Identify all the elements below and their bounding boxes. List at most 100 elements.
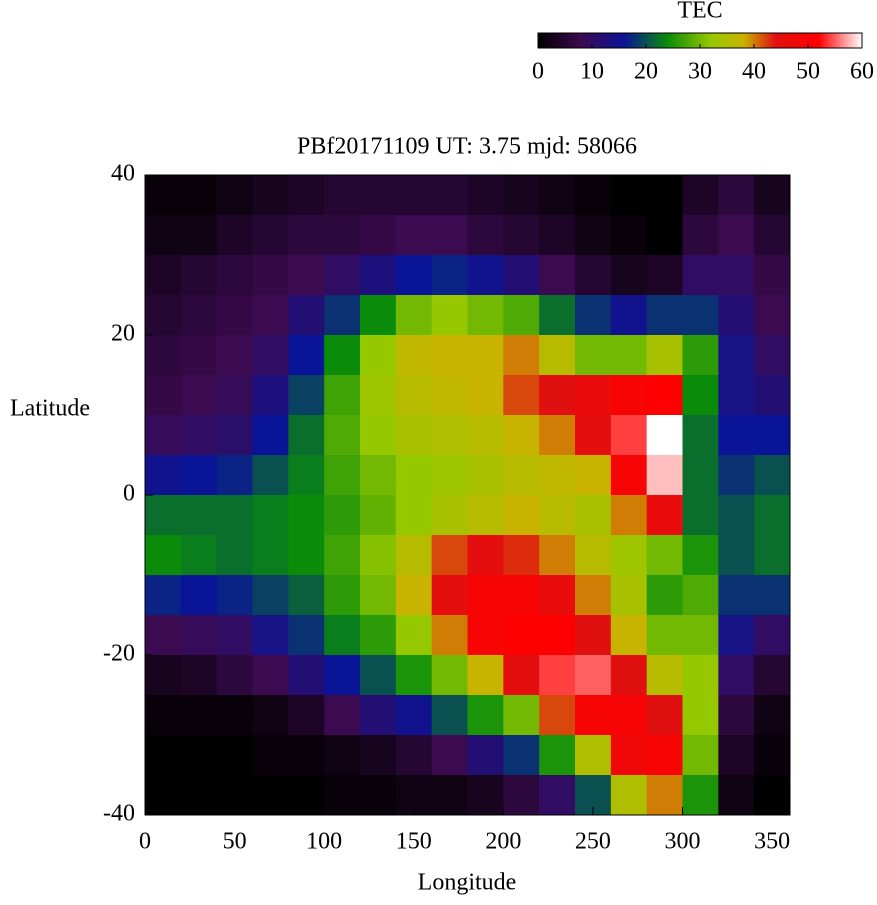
heat-cell: [431, 335, 468, 376]
heat-cell: [180, 735, 218, 776]
heat-cell: [539, 215, 576, 256]
heat-cell: [575, 375, 612, 416]
heat-cell: [216, 495, 253, 536]
heat-cell: [216, 375, 253, 416]
heat-cell: [180, 375, 218, 416]
heat-cell: [216, 255, 253, 296]
heat-cell: [575, 535, 612, 576]
heat-cell: [718, 295, 755, 336]
heat-cell: [431, 775, 468, 816]
heat-cell: [610, 335, 648, 376]
heat-cell: [646, 535, 683, 576]
heat-cell: [288, 415, 325, 456]
heat-cell: [252, 535, 289, 576]
heat-cell: [682, 255, 719, 296]
heat-cell: [646, 655, 683, 696]
heat-cell: [145, 655, 182, 696]
heat-cell: [646, 735, 683, 776]
heat-cell: [646, 335, 683, 376]
heat-cell: [431, 655, 468, 696]
heat-cell: [467, 175, 504, 216]
heat-cell: [360, 295, 397, 336]
heat-cell: [431, 575, 468, 616]
heat-cell: [610, 495, 648, 536]
colorbar-tick-label: 20: [634, 59, 658, 85]
heat-cell: [682, 455, 719, 496]
heat-cell: [503, 215, 540, 256]
heat-cell: [216, 175, 253, 216]
heat-cell: [503, 775, 540, 816]
heat-cell: [252, 215, 289, 256]
heat-cell: [610, 775, 648, 816]
heat-cell: [431, 255, 468, 296]
heat-cell: [395, 375, 433, 416]
heat-cell: [754, 335, 791, 376]
heat-cell: [216, 455, 253, 496]
heat-cell: [503, 695, 540, 736]
heat-cell: [646, 175, 683, 216]
x-tick-label: 250: [575, 829, 611, 855]
heat-cell: [252, 735, 289, 776]
heat-cell: [288, 455, 325, 496]
heat-cell: [252, 295, 289, 336]
heat-cell: [288, 775, 325, 816]
heat-cell: [503, 735, 540, 776]
heat-cell: [145, 575, 182, 616]
heat-cell: [718, 455, 755, 496]
heat-cell: [610, 455, 648, 496]
heat-cell: [610, 295, 648, 336]
heat-cell: [503, 415, 540, 456]
heat-cell: [718, 375, 755, 416]
y-tick-label: -40: [103, 801, 135, 827]
heat-cell: [539, 575, 576, 616]
heat-cell: [610, 415, 648, 456]
heat-cell: [252, 175, 289, 216]
heat-cell: [180, 415, 218, 456]
heat-cell: [360, 735, 397, 776]
heat-cell: [395, 735, 433, 776]
heat-cell: [575, 735, 612, 776]
heat-cell: [610, 655, 648, 696]
heat-cell: [324, 335, 361, 376]
heat-cell: [145, 735, 182, 776]
heat-cell: [431, 735, 468, 776]
heat-cell: [539, 695, 576, 736]
heat-cell: [610, 535, 648, 576]
heat-cell: [467, 495, 504, 536]
heat-cell: [360, 375, 397, 416]
heat-cell: [395, 335, 433, 376]
heat-cell: [145, 255, 182, 296]
heat-cell: [288, 655, 325, 696]
heat-cell: [682, 415, 719, 456]
heat-cell: [216, 335, 253, 376]
heat-cell: [682, 175, 719, 216]
heat-cell: [252, 575, 289, 616]
heat-cell: [503, 335, 540, 376]
heat-cell: [395, 575, 433, 616]
heat-cell: [754, 615, 791, 656]
heat-cell: [324, 535, 361, 576]
heat-cell: [216, 575, 253, 616]
heat-cell: [360, 695, 397, 736]
colorbar-tick-label: 0: [532, 59, 544, 85]
heat-cell: [646, 295, 683, 336]
heat-cell: [754, 735, 791, 776]
heat-cell: [180, 335, 218, 376]
heat-cell: [467, 695, 504, 736]
heat-cell: [431, 535, 468, 576]
heat-cell: [646, 415, 683, 456]
heat-cell: [754, 215, 791, 256]
heat-cell: [467, 255, 504, 296]
heat-cell: [754, 255, 791, 296]
heat-cell: [646, 455, 683, 496]
x-axis-label: Longitude: [418, 870, 517, 896]
chart-title: PBf20171109 UT: 3.75 mjd: 58066: [297, 134, 637, 160]
heat-cell: [718, 255, 755, 296]
heat-cell: [180, 295, 218, 336]
heat-cell: [288, 295, 325, 336]
heat-cell: [395, 295, 433, 336]
heat-cell: [646, 375, 683, 416]
heat-cell: [539, 335, 576, 376]
heat-cell: [754, 375, 791, 416]
heat-cell: [610, 175, 648, 216]
